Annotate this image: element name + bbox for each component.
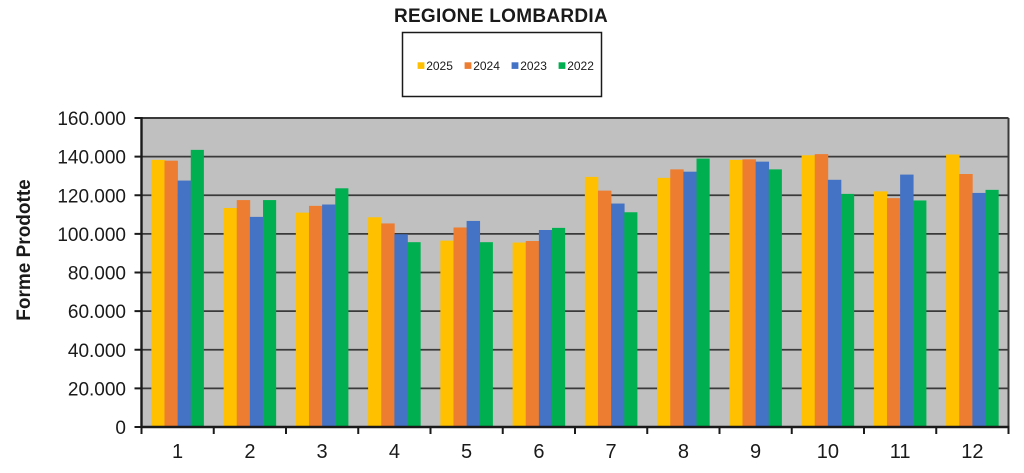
svg-text:0: 0	[115, 418, 126, 439]
svg-text:11: 11	[890, 441, 911, 463]
svg-text:7: 7	[606, 441, 617, 463]
svg-text:60.000: 60.000	[68, 302, 126, 323]
svg-text:40.000: 40.000	[68, 341, 126, 362]
svg-text:120.000: 120.000	[57, 186, 126, 207]
svg-text:2023: 2023	[520, 59, 547, 73]
svg-text:80.000: 80.000	[68, 264, 126, 285]
svg-text:2024: 2024	[473, 59, 500, 73]
svg-text:20.000: 20.000	[68, 379, 126, 400]
svg-text:100.000: 100.000	[57, 225, 126, 246]
svg-text:1: 1	[172, 441, 183, 463]
svg-text:3: 3	[317, 441, 328, 463]
svg-text:12: 12	[961, 441, 983, 463]
svg-text:2: 2	[244, 441, 255, 463]
svg-text:Forme Prodotte: Forme Prodotte	[14, 179, 35, 320]
svg-text:10: 10	[817, 441, 839, 463]
svg-text:9: 9	[750, 441, 761, 463]
svg-text:5: 5	[461, 441, 472, 463]
svg-text:160.000: 160.000	[57, 109, 126, 130]
svg-text:REGIONE LOMBARDIA: REGIONE LOMBARDIA	[394, 6, 608, 27]
svg-text:2025: 2025	[426, 59, 453, 73]
svg-text:8: 8	[678, 441, 689, 463]
svg-text:140.000: 140.000	[57, 148, 126, 169]
svg-text:6: 6	[533, 441, 544, 463]
svg-text:2022: 2022	[567, 59, 594, 73]
svg-text:4: 4	[389, 441, 400, 463]
